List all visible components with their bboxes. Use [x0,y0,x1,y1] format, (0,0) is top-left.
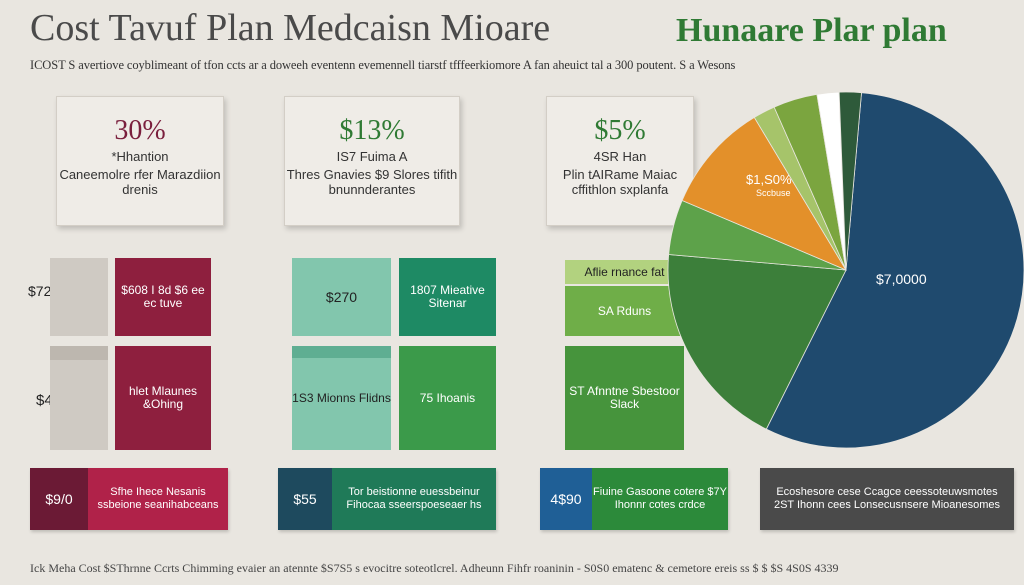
middle-cell-top-right: 1807 Mieative Sitenar [399,258,496,336]
right-cell-top-label: Aflie rnance fat [584,264,665,279]
left-cell-bottom: hlet Mlaunes &Ohing [115,346,211,450]
stat-card-3: $5% 4SR Han Plin tAIRame Maiac cffithlon… [546,96,694,226]
pie-slice-4 [681,116,847,271]
middle-cell-bottom-left-label: 1S3 Mionns Flidns [292,390,391,405]
right-cell-bottom: ST Afnntne Sbestoor Slack [565,346,684,450]
stat-card-2-label: IS7 Fuima A [336,149,408,164]
pie-slice-label: $1,S0% [746,172,792,187]
bottom-bar-3: 4$90 Fiuine Gasoone cotere $7Y Ihonnr co… [540,468,728,530]
stat-card-1: 30% *Hhantion Caneemolre rfer Marazdiion… [56,96,224,226]
stat-card-2-value: $13% [339,115,405,146]
right-cell-top: Aflie rnance fat [565,260,684,284]
stat-card-3-description: Plin tAIRame Maiac cffithlon sxplanfa [562,167,678,197]
stat-card-1-description: Caneemolre rfer Marazdiion drenis [59,167,221,197]
pie-slice-8 [838,91,862,271]
middle-cell-top-left: $270 [292,258,391,336]
middle-cell-bottom-right: 75 Ihoanis [399,346,496,450]
page-title-secondary: Hunaare Plar plan [676,12,947,49]
middle-cell-bottom-left: 1S3 Mionns Flidns [292,346,391,450]
bottom-bar-4: Ecoshesore cese Ccagce ceessoteuwsmotes … [760,468,1014,530]
left-bar-top-bg [50,258,108,336]
right-cell-bottom-label: ST Afnntne Sbestoor Slack [569,384,680,411]
stat-card-1-value: 30% [114,115,166,146]
left-cell-top: $608 I 8d $6 ee ec tuve [115,258,211,336]
bottom-bar-4-text: Ecoshesore cese Ccagce ceessoteuwsmotes … [773,486,1001,511]
bottom-bar-3-value: 4$90 [540,468,592,530]
bottom-bar-2-text: Tor beistionne euessbeinur Fihocaa sseer… [332,468,496,530]
pie-slice-1 [765,92,1024,449]
middle-cell-bottom-right-label: 75 Ihoanis [419,390,476,405]
bottom-bar-1-value: $9/0 [30,468,88,530]
bottom-bar-3-text: Fiuine Gasoone cotere $7Y Ihonnr cotes c… [592,468,728,530]
stat-card-3-label: 4SR Han [593,149,647,164]
middle-cell-bottom-cap [292,346,391,358]
middle-cell-top-right-label: 1807 Mieative Sitenar [410,283,485,310]
pie-slice-sublabel: Sccbuse [756,188,791,198]
bottom-bar-2: $55 Tor beistionne euessbeinur Fihocaa s… [278,468,496,530]
stat-card-2-description: Thres Gnavies $9 Slores tifith bnunndera… [286,167,458,197]
left-bar-bottom-bg [50,346,108,450]
left-cell-bottom-label: hlet Mlaunes &Ohing [128,384,198,411]
bottom-bar-1: $9/0 Sfhe Ihece Nesanis ssbeione seaniha… [30,468,228,530]
pie-value-label: $7,0000 [876,271,927,287]
page-title: Cost Tavuf Plan Medcaisn Mioare [30,7,551,49]
footer-text: Ick Meha Cost $SThrnne Ccrts Chimming ev… [30,561,839,575]
subtitle: ICOST S avertiove coyblimeant of tfon cc… [30,58,736,72]
bottom-bar-1-text: Sfhe Ihece Nesanis ssbeione seanihabcean… [88,468,228,530]
right-cell-mid-label: SA Rduns [597,303,652,318]
left-bar-bottom-cap [50,346,108,360]
middle-cell-top-left-label: $270 [325,288,358,305]
pie-chart: $7,0000 $1,S0% Sccbuse [667,91,1024,449]
stat-card-1-label: *Hhantion [111,149,169,164]
pie-slice-2 [667,254,847,430]
bottom-bar-2-value: $55 [278,468,332,530]
left-cell-top-label: $608 I 8d $6 ee ec tuve [121,283,205,310]
right-cell-mid: SA Rduns [565,286,684,336]
stat-card-2: $13% IS7 Fuima A Thres Gnavies $9 Slores… [284,96,460,226]
stat-card-3-value: $5% [594,115,646,146]
